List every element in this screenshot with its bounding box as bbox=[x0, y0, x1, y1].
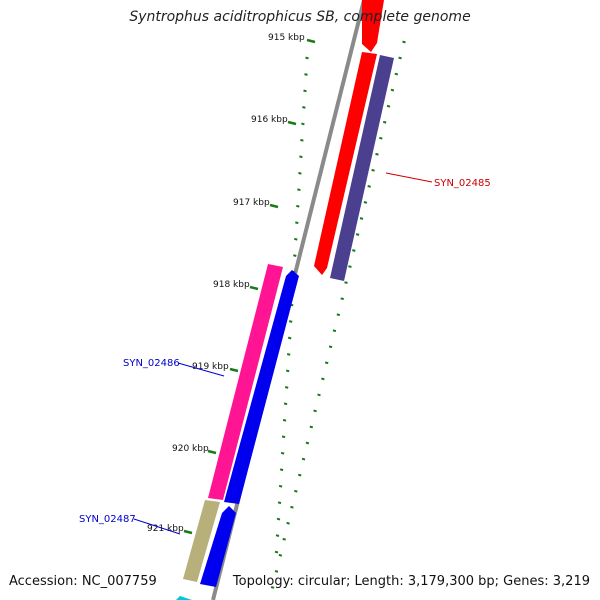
minor-tick bbox=[296, 204, 300, 208]
tick-track-inner bbox=[274, 56, 309, 554]
minor-tick bbox=[294, 237, 298, 241]
leader-syn-02486 bbox=[177, 362, 225, 377]
minor-tick bbox=[270, 586, 275, 589]
tick-label-920: 920 kbp bbox=[172, 444, 209, 454]
minor-tick bbox=[294, 489, 298, 493]
minor-tick bbox=[284, 386, 289, 389]
minor-tick bbox=[386, 104, 391, 108]
accession-text: Accession: NC_007759 bbox=[9, 574, 157, 589]
gene-syn-02485-purple bbox=[330, 55, 394, 281]
minor-tick bbox=[282, 418, 287, 422]
leader-syn-02485 bbox=[385, 172, 433, 183]
gene-syn-02487-blue bbox=[200, 506, 236, 587]
minor-tick bbox=[287, 336, 292, 340]
gene-syn-02487-khaki bbox=[183, 500, 220, 582]
minor-tick bbox=[295, 221, 299, 225]
minor-tick bbox=[394, 72, 399, 76]
minor-tick bbox=[290, 505, 294, 509]
minor-tick bbox=[302, 106, 306, 109]
minor-tick bbox=[278, 484, 283, 488]
minor-tick bbox=[398, 56, 402, 60]
genome-summary-text: Topology: circular; Length: 3,179,300 bp… bbox=[232, 574, 590, 589]
minor-tick bbox=[321, 377, 325, 381]
gene-syn-02486-blue bbox=[224, 270, 299, 504]
minor-tick bbox=[274, 570, 279, 573]
minor-tick bbox=[340, 297, 344, 301]
gene-labels: SYN_02485 SYN_02486 SYN_02487 bbox=[79, 178, 491, 525]
minor-tick bbox=[303, 89, 307, 93]
minor-tick bbox=[299, 155, 303, 159]
tick-label-916: 916 kbp bbox=[251, 115, 288, 125]
minor-tick bbox=[328, 345, 333, 349]
tick-label-915: 915 kbp bbox=[268, 33, 305, 43]
minor-tick bbox=[280, 451, 285, 455]
minor-tick bbox=[279, 468, 284, 472]
minor-tick bbox=[301, 457, 306, 461]
minor-tick bbox=[313, 409, 317, 413]
minor-tick bbox=[359, 217, 364, 220]
gene-syn-02486-pink bbox=[208, 264, 283, 500]
minor-tick bbox=[324, 361, 329, 365]
minor-tick bbox=[278, 553, 283, 557]
minor-tick bbox=[276, 517, 281, 521]
minor-tick bbox=[283, 402, 288, 406]
minor-tick bbox=[344, 281, 348, 284]
minor-tick bbox=[336, 313, 341, 317]
minor-tick bbox=[352, 249, 356, 252]
major-ticks bbox=[183, 38, 316, 535]
minor-tick bbox=[390, 88, 395, 92]
minor-tick bbox=[305, 441, 310, 445]
minor-tick bbox=[371, 168, 375, 172]
minor-tick bbox=[286, 353, 291, 356]
minor-tick bbox=[277, 501, 282, 505]
tick-label-918: 918 kbp bbox=[213, 280, 250, 290]
minor-tick bbox=[367, 185, 371, 188]
gene-red-top bbox=[362, 0, 384, 52]
gene-label-syn-02486[interactable]: SYN_02486 bbox=[123, 358, 180, 369]
minor-tick bbox=[275, 534, 280, 537]
gene-label-syn-02485[interactable]: SYN_02485 bbox=[434, 178, 491, 189]
minor-tick bbox=[293, 254, 297, 257]
minor-tick bbox=[305, 56, 309, 60]
minor-tick bbox=[309, 425, 314, 429]
minor-tick bbox=[402, 40, 406, 44]
minor-tick bbox=[274, 550, 279, 554]
minor-tick bbox=[332, 329, 337, 333]
gene-cyan-bottom bbox=[176, 596, 192, 600]
minor-tick bbox=[375, 152, 379, 156]
minor-tick bbox=[282, 537, 286, 541]
tick-track-outer bbox=[270, 40, 406, 589]
gene-label-syn-02487[interactable]: SYN_02487 bbox=[79, 514, 136, 525]
minor-tick bbox=[297, 473, 302, 477]
minor-tick bbox=[288, 320, 293, 323]
minor-tick bbox=[348, 265, 352, 268]
minor-tick bbox=[298, 171, 302, 175]
map-title: Syntrophus aciditrophicus SB, complete g… bbox=[129, 9, 471, 25]
minor-tick bbox=[285, 369, 290, 373]
minor-tick bbox=[304, 73, 308, 76]
minor-tick bbox=[281, 435, 286, 439]
leader-syn-02487 bbox=[133, 518, 181, 535]
minor-tick bbox=[355, 233, 360, 236]
minor-tick bbox=[286, 521, 290, 525]
minor-tick bbox=[363, 201, 368, 204]
minor-tick bbox=[301, 122, 305, 126]
minor-tick bbox=[297, 188, 301, 192]
minor-tick bbox=[300, 138, 304, 142]
minor-tick bbox=[379, 136, 383, 140]
tick-label-919: 919 kbp bbox=[192, 362, 229, 372]
tick-label-917: 917 kbp bbox=[233, 198, 270, 208]
minor-tick bbox=[317, 393, 321, 397]
gene-syn-02485-red bbox=[314, 52, 377, 275]
minor-tick bbox=[382, 120, 387, 124]
